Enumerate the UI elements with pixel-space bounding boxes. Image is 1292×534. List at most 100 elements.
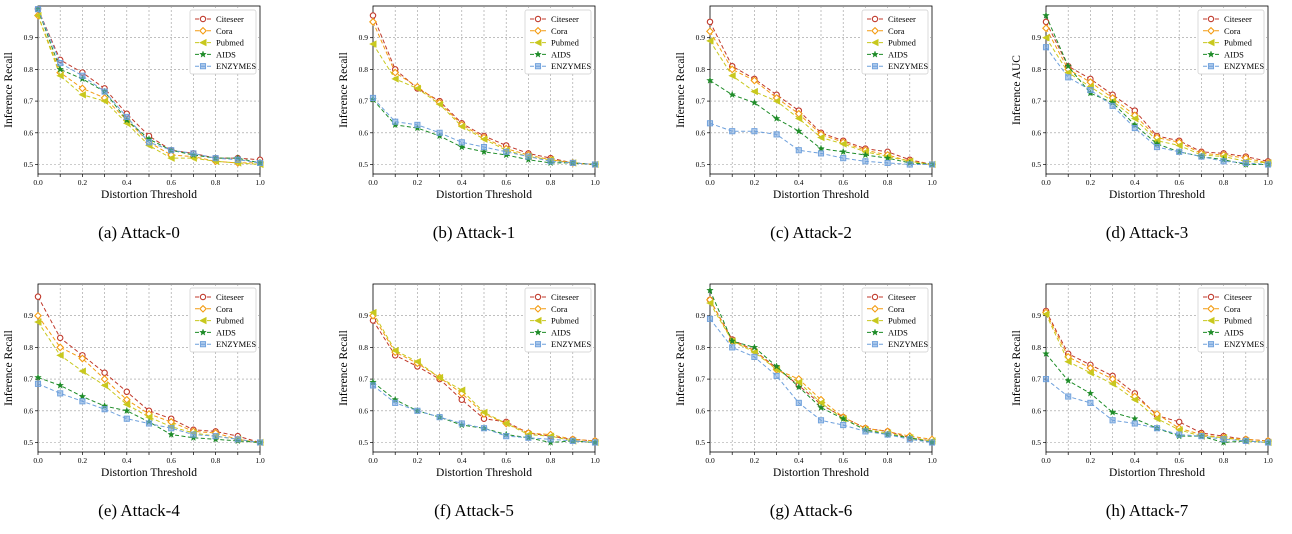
y-axis-label: Inference Recall xyxy=(3,52,15,128)
legend-label: AIDS xyxy=(216,327,236,337)
data-point xyxy=(1220,158,1227,165)
subfigure-caption: (f) Attack-5 xyxy=(434,501,514,520)
legend-label: AIDS xyxy=(1224,327,1244,337)
data-point xyxy=(729,128,736,135)
data-point xyxy=(1131,414,1139,422)
data-point xyxy=(413,84,421,93)
data-point xyxy=(369,308,377,317)
data-point xyxy=(168,425,175,432)
data-point xyxy=(391,346,399,355)
x-tick-label: 0.0 xyxy=(33,456,43,465)
y-tick-label: 0.5 xyxy=(696,160,706,169)
legend-label: AIDS xyxy=(888,327,908,337)
data-point xyxy=(1042,376,1050,383)
data-point xyxy=(1153,415,1161,423)
legend-label: Cora xyxy=(888,304,905,314)
legend-swatch-marker xyxy=(1207,63,1215,70)
legend-swatch-marker xyxy=(1207,15,1215,23)
series-pubmed xyxy=(34,318,264,447)
legend-label: ENZYMES xyxy=(551,339,591,349)
data-point xyxy=(457,122,466,131)
series-line xyxy=(709,31,933,165)
x-tick-label: 0.8 xyxy=(211,178,221,187)
data-point xyxy=(525,153,532,160)
legend-label: Pubmed xyxy=(1224,38,1253,48)
data-point xyxy=(101,88,108,95)
data-point xyxy=(458,396,466,403)
data-point xyxy=(457,386,466,394)
data-point xyxy=(480,425,488,432)
data-point xyxy=(547,436,554,443)
y-axis-label: Inference Recall xyxy=(338,52,350,128)
data-point xyxy=(750,76,759,85)
subfigure-caption: (e) Attack-4 xyxy=(98,501,180,520)
legend-swatch-marker xyxy=(1207,38,1215,47)
y-tick-label: 0.8 xyxy=(696,65,706,74)
data-point xyxy=(1042,34,1050,42)
legend-label: Cora xyxy=(551,26,568,36)
legend-label: Cora xyxy=(551,304,568,314)
data-point xyxy=(1130,114,1139,123)
y-tick-label: 0.7 xyxy=(24,375,34,384)
data-point xyxy=(928,439,936,446)
data-point xyxy=(369,94,377,101)
legend-swatch-marker xyxy=(871,63,879,70)
series-enzymes xyxy=(369,94,599,168)
data-point xyxy=(706,76,714,84)
legend-label: ENZYMES xyxy=(888,61,928,71)
y-tick-label: 0.8 xyxy=(696,343,706,352)
x-tick-label: 0.2 xyxy=(750,456,760,465)
x-axis-label: Distortion Threshold xyxy=(101,467,197,479)
x-tick-label: 0.6 xyxy=(502,178,512,187)
series-enzymes xyxy=(369,382,599,446)
data-point xyxy=(750,98,759,106)
data-point xyxy=(1042,11,1050,19)
data-point xyxy=(145,420,153,427)
data-point xyxy=(503,148,510,155)
y-tick-label: 0.8 xyxy=(359,343,369,352)
data-point xyxy=(772,114,781,122)
y-tick-label: 0.6 xyxy=(24,128,34,137)
data-point xyxy=(234,436,241,443)
legend-box xyxy=(189,9,257,75)
data-point xyxy=(591,161,599,168)
data-point xyxy=(750,343,759,351)
series-line xyxy=(1045,312,1269,442)
legend-swatch-marker xyxy=(871,50,879,58)
data-point xyxy=(728,72,736,80)
legend-label: AIDS xyxy=(888,49,908,59)
y-axis-label: Inference Recall xyxy=(1011,330,1023,406)
y-tick-label: 0.8 xyxy=(24,343,34,352)
x-tick-label: 0.4 xyxy=(457,456,467,465)
x-axis-label: Distortion Threshold xyxy=(101,189,197,201)
legend-swatch-marker xyxy=(534,341,542,348)
x-tick-label: 0.4 xyxy=(122,456,132,465)
data-point xyxy=(1042,44,1050,51)
legend-swatch-marker xyxy=(199,15,207,23)
data-point xyxy=(1242,437,1249,444)
x-tick-label: 0.4 xyxy=(794,456,804,465)
data-point xyxy=(1198,433,1205,440)
legend-swatch-marker xyxy=(199,38,207,47)
series-line xyxy=(709,21,933,165)
legend-box xyxy=(524,287,592,353)
legend-label: Pubmed xyxy=(888,316,917,326)
x-tick-label: 0.4 xyxy=(457,178,467,187)
data-point xyxy=(256,439,264,446)
legend-swatch-marker xyxy=(871,15,879,23)
legend-swatch-marker xyxy=(534,316,542,325)
x-axis-label: Distortion Threshold xyxy=(773,467,869,479)
y-tick-label: 0.8 xyxy=(24,65,34,74)
legend-swatch-marker xyxy=(199,26,207,35)
data-point xyxy=(78,392,87,400)
legend-label: Pubmed xyxy=(551,38,580,48)
legend-label: AIDS xyxy=(551,49,571,59)
data-point xyxy=(817,417,825,424)
subfigure-caption: (g) Attack-6 xyxy=(770,501,853,520)
legend-swatch-marker xyxy=(871,316,879,325)
subfigure-caption: (c) Attack-2 xyxy=(770,223,852,242)
y-tick-label: 0.9 xyxy=(359,311,369,320)
data-point xyxy=(56,343,65,352)
